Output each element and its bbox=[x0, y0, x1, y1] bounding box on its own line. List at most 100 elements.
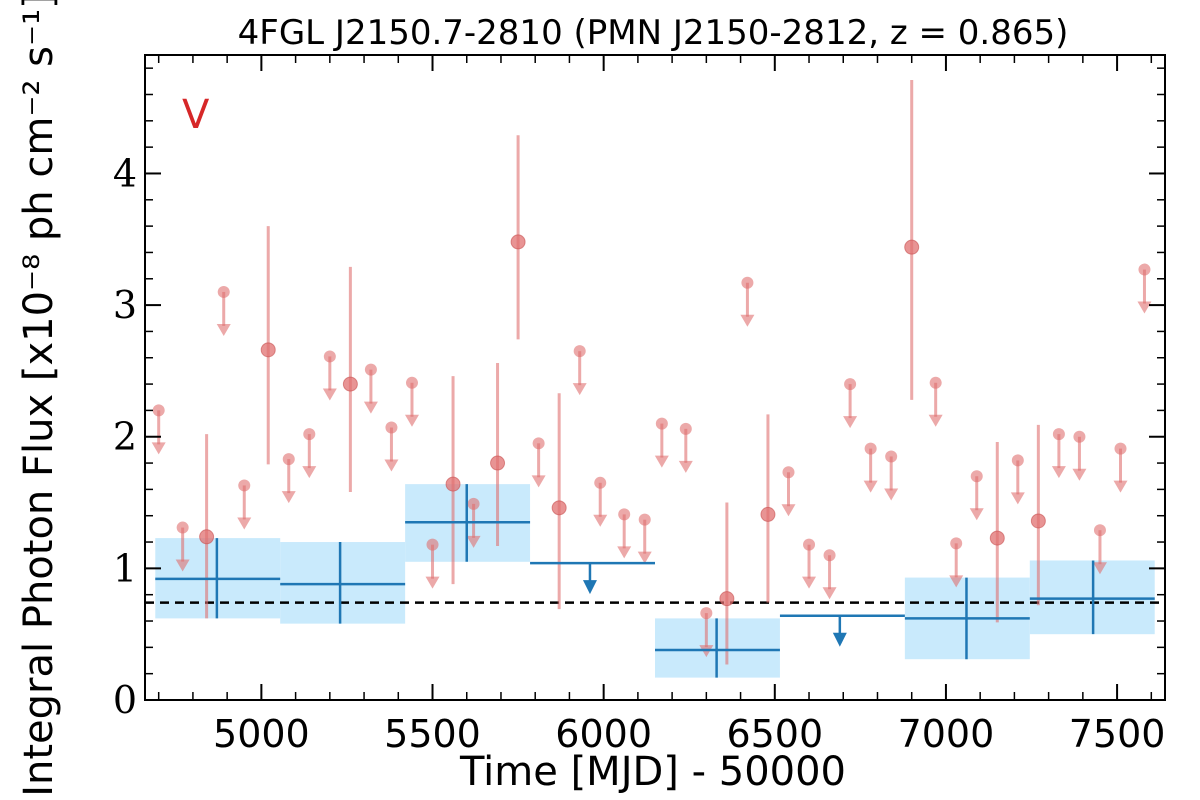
short-bin-point bbox=[260, 342, 276, 358]
x-tick-label: 5500 bbox=[384, 712, 481, 756]
upper-limit-point bbox=[1114, 442, 1127, 455]
upper-limit-point bbox=[618, 508, 631, 521]
upper-limit-point bbox=[844, 378, 857, 391]
upper-limit-arrowhead bbox=[216, 323, 231, 336]
upper-limit-arrowhead bbox=[175, 559, 190, 572]
upper-limit-arrowhead bbox=[884, 488, 899, 501]
upper-limit-point bbox=[426, 538, 439, 551]
y-axis-label: Integral Photon Flux [x10⁻⁸ ph cm⁻² s⁻¹] bbox=[16, 0, 62, 797]
upper-limit-arrowhead bbox=[969, 508, 984, 521]
short-bin-point bbox=[760, 506, 776, 522]
short-bin-point bbox=[199, 529, 215, 545]
upper-limit-point bbox=[594, 476, 607, 489]
upper-limit-point bbox=[1093, 524, 1106, 537]
upper-limit-arrowhead bbox=[949, 575, 964, 588]
upper-limit-arrowhead bbox=[1051, 466, 1066, 479]
y-tick-label: 1 bbox=[113, 546, 137, 590]
upper-limit-arrowhead bbox=[617, 546, 632, 559]
upper-limit-arrowhead bbox=[654, 455, 669, 468]
upper-limit-arrowhead bbox=[302, 466, 317, 479]
upper-limit-arrowhead bbox=[678, 460, 693, 473]
upper-limit-arrowhead bbox=[404, 414, 419, 427]
upper-limit-point bbox=[364, 363, 377, 376]
upper-limit-point bbox=[679, 422, 692, 435]
upper-limit-arrowhead bbox=[384, 459, 399, 472]
short-bin-point bbox=[719, 591, 735, 607]
upper-limit-arrowhead bbox=[802, 576, 817, 589]
y-tick-label: 0 bbox=[113, 678, 137, 722]
upper-limit-arrowhead bbox=[637, 551, 652, 564]
x-tick-label: 5000 bbox=[213, 712, 310, 756]
long-bin-band bbox=[280, 542, 406, 624]
short-bin-point bbox=[904, 239, 920, 255]
upper-limit-arrowhead bbox=[151, 442, 166, 455]
upper-limit-arrowhead bbox=[531, 475, 546, 488]
upper-limit-point bbox=[782, 466, 795, 479]
upper-limit-point bbox=[385, 421, 398, 434]
upper-limit-point bbox=[303, 428, 316, 441]
upper-limit-arrowhead bbox=[322, 388, 337, 401]
upper-limit-point bbox=[573, 345, 586, 358]
short-bin-series bbox=[151, 80, 1152, 665]
long-bin-limit-arrowhead bbox=[832, 632, 847, 647]
upper-limit-arrowhead bbox=[822, 587, 837, 600]
upper-limit-arrowhead bbox=[740, 314, 755, 327]
long-bin-limit-arrowhead bbox=[582, 580, 597, 595]
upper-limit-point bbox=[1138, 263, 1151, 276]
upper-limit-point bbox=[152, 404, 165, 417]
upper-limit-point bbox=[282, 453, 295, 466]
upper-limit-arrowhead bbox=[781, 504, 796, 517]
axis-ticks: 5000 5500 6000 6500 7000 7500 0 1 2 3 4 bbox=[113, 55, 1166, 756]
upper-limit-point bbox=[1052, 428, 1065, 441]
upper-limit-arrowhead bbox=[1113, 480, 1128, 493]
upper-limit-point bbox=[467, 497, 480, 510]
short-bin-point bbox=[1030, 513, 1046, 529]
upper-limit-arrowhead bbox=[425, 576, 440, 589]
upper-limit-arrowhead bbox=[572, 383, 587, 396]
upper-limit-point bbox=[700, 607, 713, 620]
upper-limit-arrowhead bbox=[1072, 468, 1087, 481]
upper-limit-point bbox=[655, 417, 668, 430]
upper-limit-point bbox=[238, 479, 251, 492]
long-bin-series bbox=[155, 484, 1155, 678]
upper-limit-point bbox=[1073, 430, 1086, 443]
y-tick-label: 2 bbox=[113, 415, 137, 459]
upper-limit-point bbox=[803, 538, 816, 551]
upper-limit-point bbox=[176, 521, 189, 534]
upper-limit-point bbox=[970, 470, 983, 483]
plot-frame bbox=[144, 54, 1166, 701]
short-bin-point bbox=[342, 376, 358, 392]
upper-limit-point bbox=[638, 513, 651, 526]
upper-limit-arrowhead bbox=[363, 401, 378, 414]
upper-limit-arrowhead bbox=[843, 416, 858, 429]
y-tick-label: 3 bbox=[113, 283, 137, 327]
upper-limit-arrowhead bbox=[466, 535, 481, 548]
upper-limit-arrowhead bbox=[1092, 562, 1107, 575]
upper-limit-point bbox=[1011, 454, 1024, 467]
upper-limit-point bbox=[741, 276, 754, 289]
upper-limit-arrowhead bbox=[928, 414, 943, 427]
x-tick-label: 6000 bbox=[555, 712, 652, 756]
upper-limit-arrowhead bbox=[593, 514, 608, 527]
upper-limit-arrowhead bbox=[237, 517, 252, 530]
upper-limit-arrowhead bbox=[1010, 492, 1025, 505]
x-tick-label: 7000 bbox=[898, 712, 995, 756]
y-tick-label: 4 bbox=[113, 151, 137, 195]
upper-limit-point bbox=[217, 285, 230, 298]
x-axis-label: Time [MJD] - 50000 bbox=[459, 749, 846, 795]
chart-title: 4FGL J2150.7-2810 (PMN J2150-2812, z = 0… bbox=[238, 13, 1069, 53]
short-bin-point bbox=[445, 476, 461, 492]
x-tick-label: 7500 bbox=[1069, 712, 1166, 756]
upper-limit-arrowhead bbox=[281, 491, 296, 504]
long-bin-bands bbox=[155, 484, 1155, 678]
short-bin-point bbox=[510, 234, 526, 250]
upper-limit-point bbox=[950, 537, 963, 550]
x-tick-label: 6500 bbox=[726, 712, 823, 756]
upper-limit-arrowhead bbox=[1137, 301, 1152, 314]
upper-limit-point bbox=[929, 376, 942, 389]
short-bin-point bbox=[490, 455, 506, 471]
upper-limit-point bbox=[885, 450, 898, 463]
upper-limit-point bbox=[405, 376, 418, 389]
upper-limit-point bbox=[864, 442, 877, 455]
